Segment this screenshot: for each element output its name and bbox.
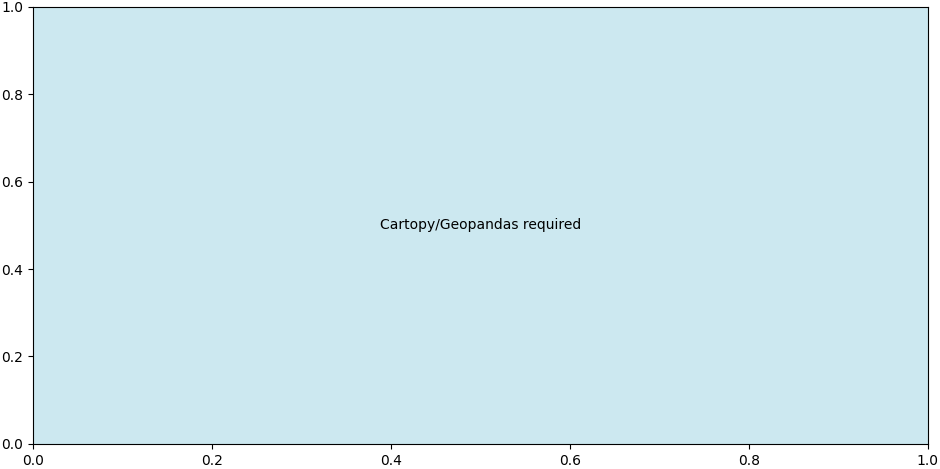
Text: Cartopy/Geopandas required: Cartopy/Geopandas required bbox=[380, 219, 581, 232]
